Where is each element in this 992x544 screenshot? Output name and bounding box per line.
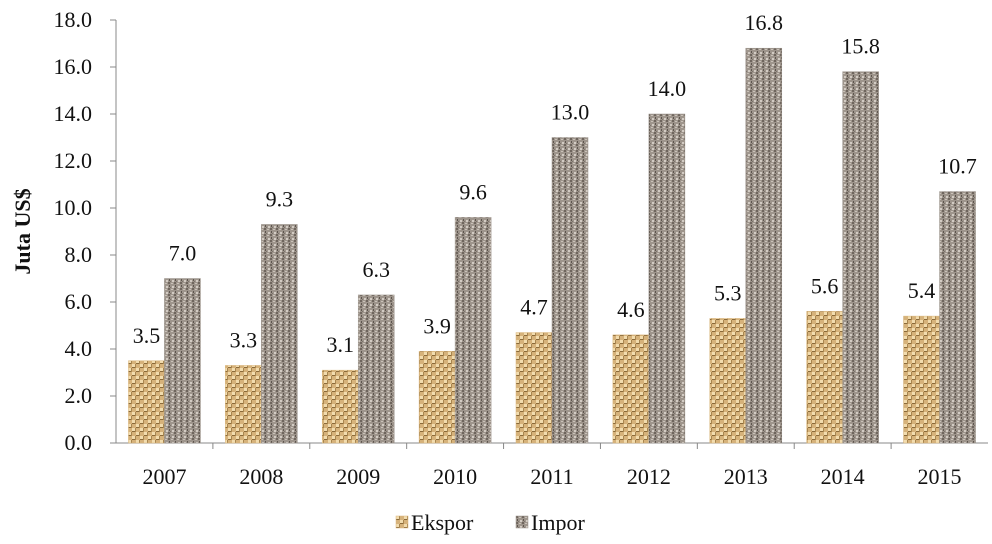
ekspor-bar (515, 332, 553, 444)
x-tick-labels: 2007 2008 2009 2010 2011 2012 2013 2014 2015 (142, 464, 961, 489)
impor-legend-label: Impor (531, 510, 585, 535)
y-tick-label: 4.0 (65, 336, 93, 361)
impor-bar (261, 224, 298, 444)
y-tick-label: 10.0 (54, 195, 93, 220)
ekspor-bar-label: 4.7 (520, 295, 548, 320)
impor-bar-label: 6.3 (362, 257, 390, 282)
y-tick-label: 14.0 (54, 101, 93, 126)
x-tick-label: 2015 (918, 464, 962, 489)
impor-legend-swatch (515, 515, 529, 529)
x-tick-label: 2014 (821, 464, 865, 489)
y-tick-label: 2.0 (65, 383, 93, 408)
x-tick-label: 2013 (724, 464, 768, 489)
y-tick-label: 18.0 (54, 7, 93, 32)
ekspor-bar-label: 3.1 (326, 332, 354, 357)
impor-bar (551, 137, 589, 444)
impor-bar-label: 9.6 (459, 179, 487, 204)
impor-bar-label: 7.0 (169, 241, 197, 266)
ekspor-bar-label: 3.9 (423, 313, 451, 338)
impor-bar-label: 13.0 (551, 100, 590, 125)
ekspor-bar-label: 3.3 (230, 327, 258, 352)
impor-bar (164, 278, 201, 444)
ekspor-bar (321, 369, 359, 444)
x-tick-label: 2012 (627, 464, 671, 489)
ekspor-legend-label: Ekspor (411, 510, 474, 535)
y-axis-title-group: Juta US$ (10, 188, 35, 274)
impor-bar (842, 71, 879, 444)
ekspor-bar-label: 5.4 (908, 278, 936, 303)
y-tick-labels: 0.0 2.0 4.0 6.0 8.0 10.0 12.0 14.0 16.0 18.0 (54, 7, 93, 455)
ekspor-bar (418, 351, 456, 444)
x-tick-label: 2009 (336, 464, 380, 489)
impor-bar-label: 10.7 (938, 154, 977, 179)
ekspor-bar (128, 360, 165, 444)
y-tick-label: 8.0 (65, 242, 93, 267)
impor-bar (745, 47, 783, 444)
x-tick-label: 2011 (530, 464, 573, 489)
impor-bar-label: 16.8 (745, 10, 784, 35)
impor-bar (454, 217, 492, 444)
x-tick-label: 2007 (142, 464, 186, 489)
ekspor-bar-label: 5.3 (714, 280, 742, 305)
y-tick-label: 0.0 (65, 430, 93, 455)
ekspor-bar (806, 311, 843, 444)
impor-bar-label: 15.8 (841, 34, 880, 59)
y-tick-label: 16.0 (54, 54, 93, 79)
legend: Ekspor Impor (395, 510, 585, 535)
data-labels: 3.5 7.0 3.3 9.3 3.1 6.3 3.9 9.6 4.7 13.0 4.6 14.0 5.… (133, 10, 977, 357)
ekspor-bar-label: 5.6 (811, 273, 839, 298)
impor-bar (939, 191, 976, 444)
x-tick-label: 2010 (433, 464, 477, 489)
ekspor-bar-label: 3.5 (133, 323, 161, 348)
ekspor-bar (225, 365, 262, 444)
y-tick-label: 12.0 (54, 148, 93, 173)
y-axis-title: Juta US$ (10, 188, 35, 274)
ekspor-bar-label: 4.6 (617, 297, 645, 322)
impor-bar-label: 9.3 (266, 186, 294, 211)
impor-bar-label: 14.0 (648, 76, 687, 101)
x-tick-label: 2008 (239, 464, 283, 489)
impor-bar (357, 294, 395, 444)
ekspor-legend-swatch (395, 515, 409, 529)
ekspor-bar (612, 334, 650, 444)
ekspor-bar (709, 318, 747, 444)
y-tick-label: 6.0 (65, 289, 93, 314)
ekspor-bar (903, 315, 940, 444)
bars (128, 47, 976, 444)
impor-bar (648, 113, 686, 444)
